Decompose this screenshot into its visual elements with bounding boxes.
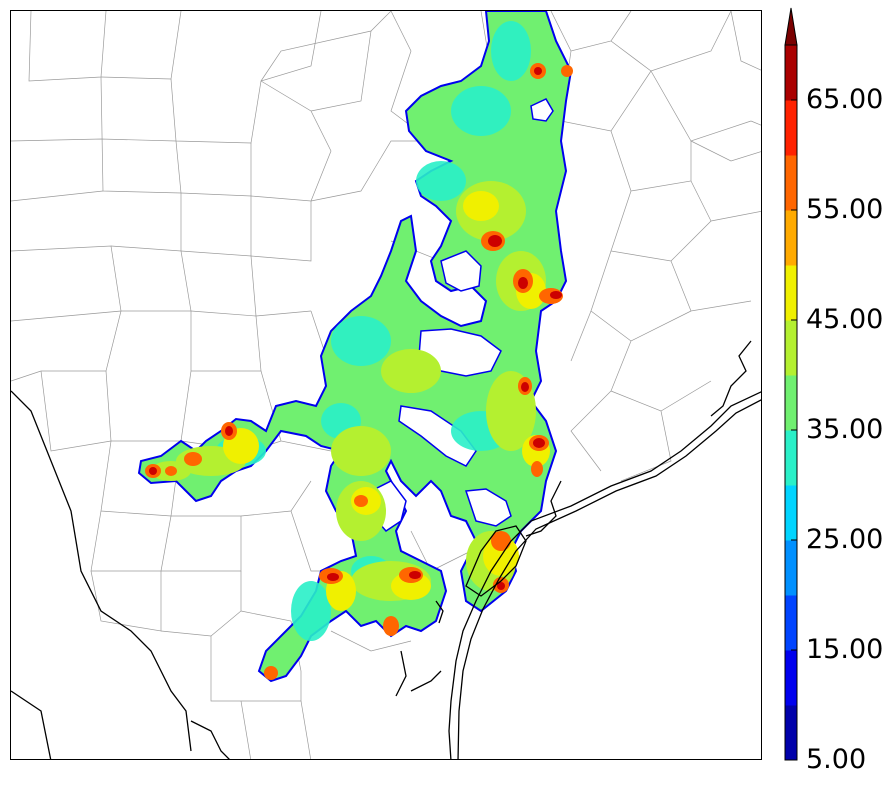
colorbar-band (785, 45, 797, 101)
colorbar-band (785, 705, 797, 761)
colorbar-band (785, 595, 797, 651)
colorbar-band (785, 210, 797, 266)
precip-light-patches (216, 21, 531, 641)
precipitation-field (137, 11, 573, 683)
coastline (11, 340, 761, 759)
colorbar-band (785, 320, 797, 376)
colorbar-band (785, 265, 797, 321)
colorbar-band (785, 485, 797, 541)
colorbar-tick-label: 25.00 (806, 524, 884, 555)
colorbar-tick-label: 5.00 (806, 744, 867, 775)
colorbar-band (785, 155, 797, 211)
map-panel (10, 10, 762, 760)
colorbar-tick-label: 65.00 (806, 84, 884, 115)
precip-extreme-patches (149, 67, 562, 590)
colorbar-band (785, 650, 797, 706)
colorbar-tick-label: 55.00 (806, 194, 884, 225)
colorbar-tick-label: 35.00 (806, 414, 884, 445)
colorbar-tick-label: 45.00 (806, 304, 884, 335)
precipitation-map (11, 11, 761, 759)
colorbar-tick-label: 15.00 (806, 634, 884, 665)
colorbar-bands (785, 45, 797, 761)
colorbar-extend-arrow (784, 7, 798, 46)
colorbar-band (785, 100, 797, 156)
colorbar-ticks (791, 99, 797, 761)
colorbar-band (785, 540, 797, 596)
colorbar-band (785, 375, 797, 431)
colorbar-band (785, 430, 797, 486)
